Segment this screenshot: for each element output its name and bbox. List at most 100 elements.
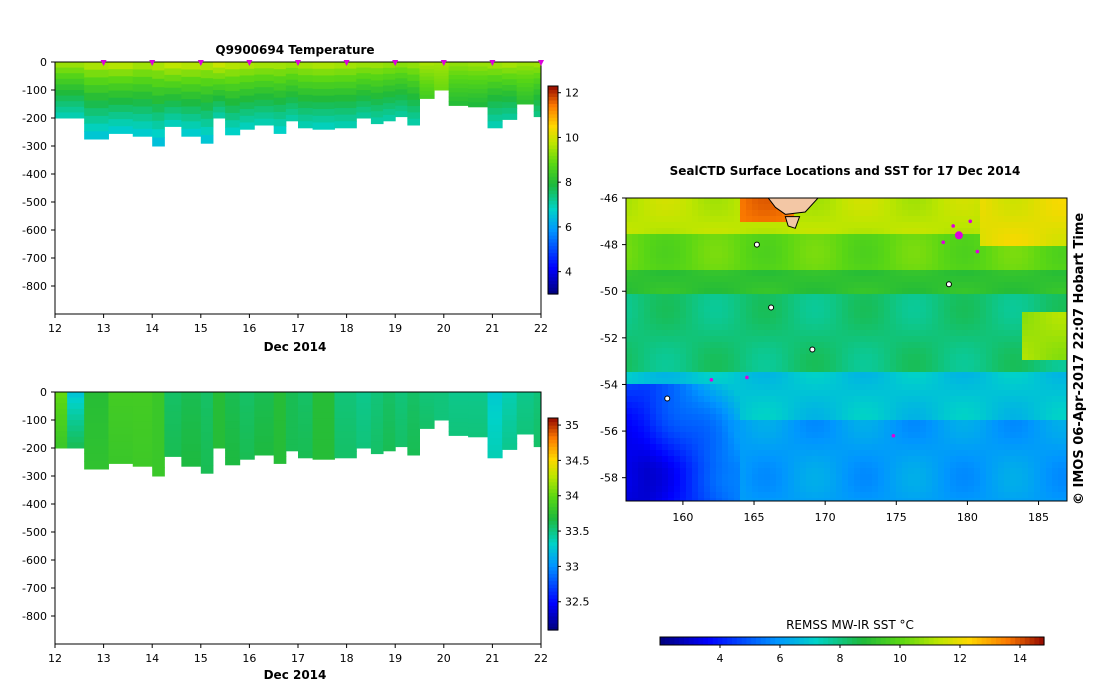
profile-cell: [312, 75, 335, 83]
sst-cell: [872, 336, 879, 343]
sst-cell: [782, 474, 789, 481]
sst-cell: [986, 252, 993, 259]
sst-cell: [656, 354, 663, 361]
sst-cell: [908, 432, 915, 439]
sst-cell: [878, 258, 885, 265]
sst-cell: [668, 444, 675, 451]
sst-cell: [770, 468, 777, 475]
sst-cell: [680, 216, 687, 223]
sst-cell: [632, 282, 639, 289]
sst-cell: [656, 474, 663, 481]
sst-cell: [896, 408, 903, 415]
profile-cell: [164, 74, 182, 82]
sst-cell: [800, 342, 807, 349]
sst-cell: [818, 408, 825, 415]
sst-cell: [998, 366, 1005, 373]
sst-cell: [794, 396, 801, 403]
sst-cell: [692, 462, 699, 469]
sst-cell: [740, 354, 747, 361]
profile-cell: [502, 437, 518, 445]
sst-cell: [650, 270, 657, 277]
sst-cell: [800, 468, 807, 475]
sst-cell: [974, 348, 981, 355]
profile-cell: [108, 399, 134, 407]
sst-cell: [812, 210, 819, 217]
sst-cell: [692, 252, 699, 259]
sst-cell: [650, 312, 657, 319]
sst-cell: [650, 408, 657, 415]
sst-cell: [824, 450, 831, 457]
profile-cell: [285, 97, 299, 104]
sst-cell: [770, 486, 777, 493]
sst-cell: [974, 456, 981, 463]
sst-cell: [878, 234, 885, 241]
profile-cell: [108, 111, 134, 120]
profile-cell: [181, 406, 202, 415]
sst-cell: [650, 402, 657, 409]
colorbar-segment: [885, 637, 891, 645]
sst-cell: [770, 402, 777, 409]
sst-cell: [656, 240, 663, 247]
sst-cell: [722, 462, 729, 469]
sst-cell: [890, 366, 897, 373]
sst-cell: [1022, 378, 1029, 385]
profile-column: [55, 62, 85, 119]
sst-cell: [896, 354, 903, 361]
sst-cell: [1046, 384, 1053, 391]
sst-cell: [650, 366, 657, 373]
sst-cell: [848, 456, 855, 463]
sst-cell: [758, 300, 765, 307]
sst-cell: [926, 264, 933, 271]
sst-cell: [752, 432, 759, 439]
profile-cell: [448, 83, 469, 89]
sst-cell: [938, 486, 945, 493]
sst-cell: [1022, 228, 1029, 235]
colorbar-segment: [548, 269, 558, 274]
sst-cell: [704, 360, 711, 367]
map-features: [664, 198, 980, 438]
sst-cell: [950, 480, 957, 487]
sst-cell: [746, 330, 753, 337]
sst-cell: [812, 228, 819, 235]
sst-cell: [662, 210, 669, 217]
sst-cell: [1034, 210, 1041, 217]
sst-cell: [1040, 438, 1047, 445]
sst-cell: [824, 462, 831, 469]
sst-cell: [1016, 252, 1023, 259]
sst-cell: [698, 372, 705, 379]
sst-cell: [1004, 216, 1011, 223]
sst-cell: [956, 486, 963, 493]
sst-cell: [842, 258, 849, 265]
profile-cell: [285, 409, 299, 417]
sst-cell: [650, 390, 657, 397]
sst-cell: [926, 372, 933, 379]
sst-cell: [662, 324, 669, 331]
salinity-y-axis: 0-100-200-300-400-500-600-700-800: [22, 386, 55, 623]
sst-cell: [698, 306, 705, 313]
sst-cell: [842, 216, 849, 223]
sst-cell: [860, 360, 867, 367]
sst-cell: [872, 246, 879, 253]
sst-cell: [866, 414, 873, 421]
sst-cell: [716, 270, 723, 277]
sst-cell: [872, 456, 879, 463]
sst-cell: [698, 288, 705, 295]
sst-cell: [650, 246, 657, 253]
sst-cell: [908, 228, 915, 235]
sst-cell: [986, 240, 993, 247]
sst-cell: [686, 432, 693, 439]
sst-cell: [788, 276, 795, 283]
profile-cell: [298, 62, 314, 70]
colorbar-segment: [548, 124, 558, 129]
sst-cell: [878, 198, 885, 205]
x-tick-label: 12: [48, 322, 62, 335]
sst-cell: [1052, 390, 1059, 397]
sst-cell: [860, 450, 867, 457]
sst-cell: [782, 288, 789, 295]
sst-cell: [770, 480, 777, 487]
sst-cell: [1004, 492, 1011, 499]
sst-cell: [812, 486, 819, 493]
sst-cell: [1004, 432, 1011, 439]
profile-cell: [132, 113, 153, 122]
sst-cell: [740, 228, 747, 235]
